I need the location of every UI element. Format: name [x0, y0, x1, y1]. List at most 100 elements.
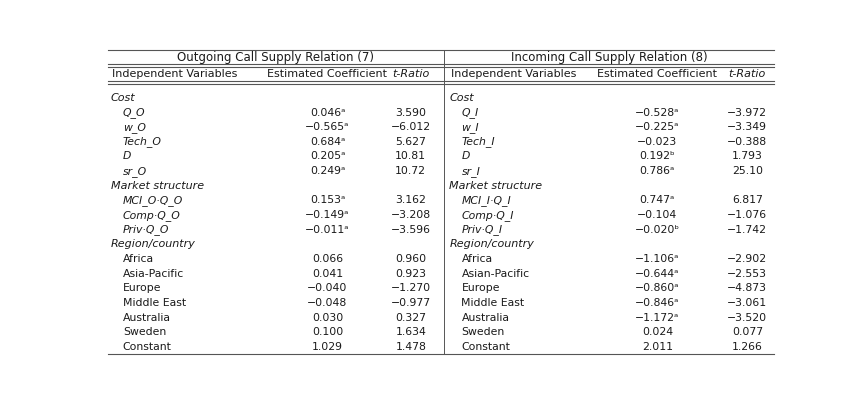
- Text: Cost: Cost: [450, 93, 474, 103]
- Text: Market structure: Market structure: [450, 181, 543, 191]
- Text: Asian-Pacific: Asian-Pacific: [462, 269, 530, 279]
- Text: 1.266: 1.266: [732, 342, 763, 352]
- Text: w_O: w_O: [123, 122, 145, 133]
- Text: −4.873: −4.873: [728, 284, 767, 294]
- Text: 6.817: 6.817: [732, 196, 763, 206]
- Text: Europe: Europe: [462, 284, 500, 294]
- Text: 0.923: 0.923: [396, 269, 427, 279]
- Text: Independent Variables: Independent Variables: [112, 69, 237, 79]
- Text: 1.478: 1.478: [396, 342, 427, 352]
- Text: sr_I: sr_I: [462, 166, 480, 177]
- Text: 0.249ᵃ: 0.249ᵃ: [310, 166, 345, 176]
- Text: Priv·Q_O: Priv·Q_O: [123, 224, 169, 235]
- Text: 1.029: 1.029: [312, 342, 343, 352]
- Text: Tech_I: Tech_I: [462, 136, 495, 147]
- Text: −3.061: −3.061: [728, 298, 767, 308]
- Text: MCI_O·Q_O: MCI_O·Q_O: [123, 195, 183, 206]
- Text: −0.011ᵃ: −0.011ᵃ: [305, 225, 350, 235]
- Text: 0.046ᵃ: 0.046ᵃ: [310, 108, 345, 118]
- Text: 25.10: 25.10: [732, 166, 763, 176]
- Text: 0.077: 0.077: [732, 328, 763, 338]
- Text: D: D: [123, 152, 132, 162]
- Text: Comp·Q_O: Comp·Q_O: [123, 210, 181, 221]
- Text: Africa: Africa: [123, 254, 154, 264]
- Text: MCI_I·Q_I: MCI_I·Q_I: [462, 195, 511, 206]
- Text: t-Ratio: t-Ratio: [392, 69, 429, 79]
- Text: 2.011: 2.011: [642, 342, 673, 352]
- Text: Australia: Australia: [123, 313, 171, 323]
- Text: −1.742: −1.742: [728, 225, 767, 235]
- Text: −2.553: −2.553: [728, 269, 767, 279]
- Text: Comp·Q_I: Comp·Q_I: [462, 210, 514, 221]
- Text: Sweden: Sweden: [462, 328, 505, 338]
- Text: 0.100: 0.100: [312, 328, 343, 338]
- Text: Independent Variables: Independent Variables: [451, 69, 576, 79]
- Text: −1.172ᵃ: −1.172ᵃ: [636, 313, 679, 323]
- Text: sr_O: sr_O: [123, 166, 147, 177]
- Text: 0.041: 0.041: [312, 269, 343, 279]
- Text: −2.902: −2.902: [728, 254, 767, 264]
- Text: 1.634: 1.634: [396, 328, 427, 338]
- Text: −3.596: −3.596: [390, 225, 431, 235]
- Text: 0.192ᵇ: 0.192ᵇ: [640, 152, 675, 162]
- Text: −3.520: −3.520: [728, 313, 767, 323]
- Text: 0.327: 0.327: [396, 313, 427, 323]
- Text: 0.024: 0.024: [642, 328, 673, 338]
- Text: −0.020ᵇ: −0.020ᵇ: [635, 225, 680, 235]
- Text: Sweden: Sweden: [123, 328, 166, 338]
- Text: 0.960: 0.960: [396, 254, 427, 264]
- Text: −0.048: −0.048: [307, 298, 347, 308]
- Text: −3.349: −3.349: [728, 122, 767, 132]
- Text: −0.023: −0.023: [637, 137, 678, 147]
- Text: 0.747ᵃ: 0.747ᵃ: [640, 196, 675, 206]
- Text: Q_O: Q_O: [123, 107, 145, 118]
- Text: −0.149ᵃ: −0.149ᵃ: [305, 210, 350, 220]
- Text: 0.153ᵃ: 0.153ᵃ: [310, 196, 345, 206]
- Text: 0.786ᵃ: 0.786ᵃ: [640, 166, 675, 176]
- Text: −0.846ᵃ: −0.846ᵃ: [636, 298, 679, 308]
- Text: Estimated Coefficient: Estimated Coefficient: [598, 69, 717, 79]
- Text: 10.72: 10.72: [396, 166, 427, 176]
- Text: −0.104: −0.104: [637, 210, 678, 220]
- Text: −6.012: −6.012: [390, 122, 431, 132]
- Text: 0.205ᵃ: 0.205ᵃ: [310, 152, 345, 162]
- Text: −0.040: −0.040: [307, 284, 347, 294]
- Text: Cost: Cost: [111, 93, 136, 103]
- Text: 5.627: 5.627: [396, 137, 427, 147]
- Text: −0.565ᵃ: −0.565ᵃ: [305, 122, 350, 132]
- Text: w_I: w_I: [462, 122, 479, 133]
- Text: Region/country: Region/country: [111, 240, 196, 250]
- Text: 3.590: 3.590: [396, 108, 427, 118]
- Text: Constant: Constant: [462, 342, 510, 352]
- Text: t-Ratio: t-Ratio: [728, 69, 766, 79]
- Text: −0.225ᵃ: −0.225ᵃ: [636, 122, 679, 132]
- Text: Tech_O: Tech_O: [123, 136, 162, 147]
- Text: −0.388: −0.388: [728, 137, 767, 147]
- Text: Europe: Europe: [123, 284, 162, 294]
- Text: 0.066: 0.066: [312, 254, 343, 264]
- Text: −0.644ᵃ: −0.644ᵃ: [636, 269, 679, 279]
- Text: Africa: Africa: [462, 254, 493, 264]
- Text: Outgoing Call Supply Relation (7): Outgoing Call Supply Relation (7): [177, 50, 374, 64]
- Text: 3.162: 3.162: [396, 196, 427, 206]
- Text: D: D: [462, 152, 470, 162]
- Text: Priv·Q_I: Priv·Q_I: [462, 224, 502, 235]
- Text: −0.860ᵃ: −0.860ᵃ: [636, 284, 679, 294]
- Text: Incoming Call Supply Relation (8): Incoming Call Supply Relation (8): [511, 50, 708, 64]
- Text: −1.076: −1.076: [728, 210, 767, 220]
- Text: Middle East: Middle East: [123, 298, 186, 308]
- Text: Market structure: Market structure: [111, 181, 204, 191]
- Text: Estimated Coefficient: Estimated Coefficient: [267, 69, 388, 79]
- Text: Constant: Constant: [123, 342, 172, 352]
- Text: −0.528ᵃ: −0.528ᵃ: [636, 108, 679, 118]
- Text: −3.208: −3.208: [390, 210, 431, 220]
- Text: Asia-Pacific: Asia-Pacific: [123, 269, 184, 279]
- Text: Q_I: Q_I: [462, 107, 479, 118]
- Text: −1.270: −1.270: [390, 284, 431, 294]
- Text: Australia: Australia: [462, 313, 509, 323]
- Text: 1.793: 1.793: [732, 152, 763, 162]
- Text: 0.030: 0.030: [312, 313, 343, 323]
- Text: −1.106ᵃ: −1.106ᵃ: [636, 254, 679, 264]
- Text: Region/country: Region/country: [450, 240, 534, 250]
- Text: 0.684ᵃ: 0.684ᵃ: [310, 137, 345, 147]
